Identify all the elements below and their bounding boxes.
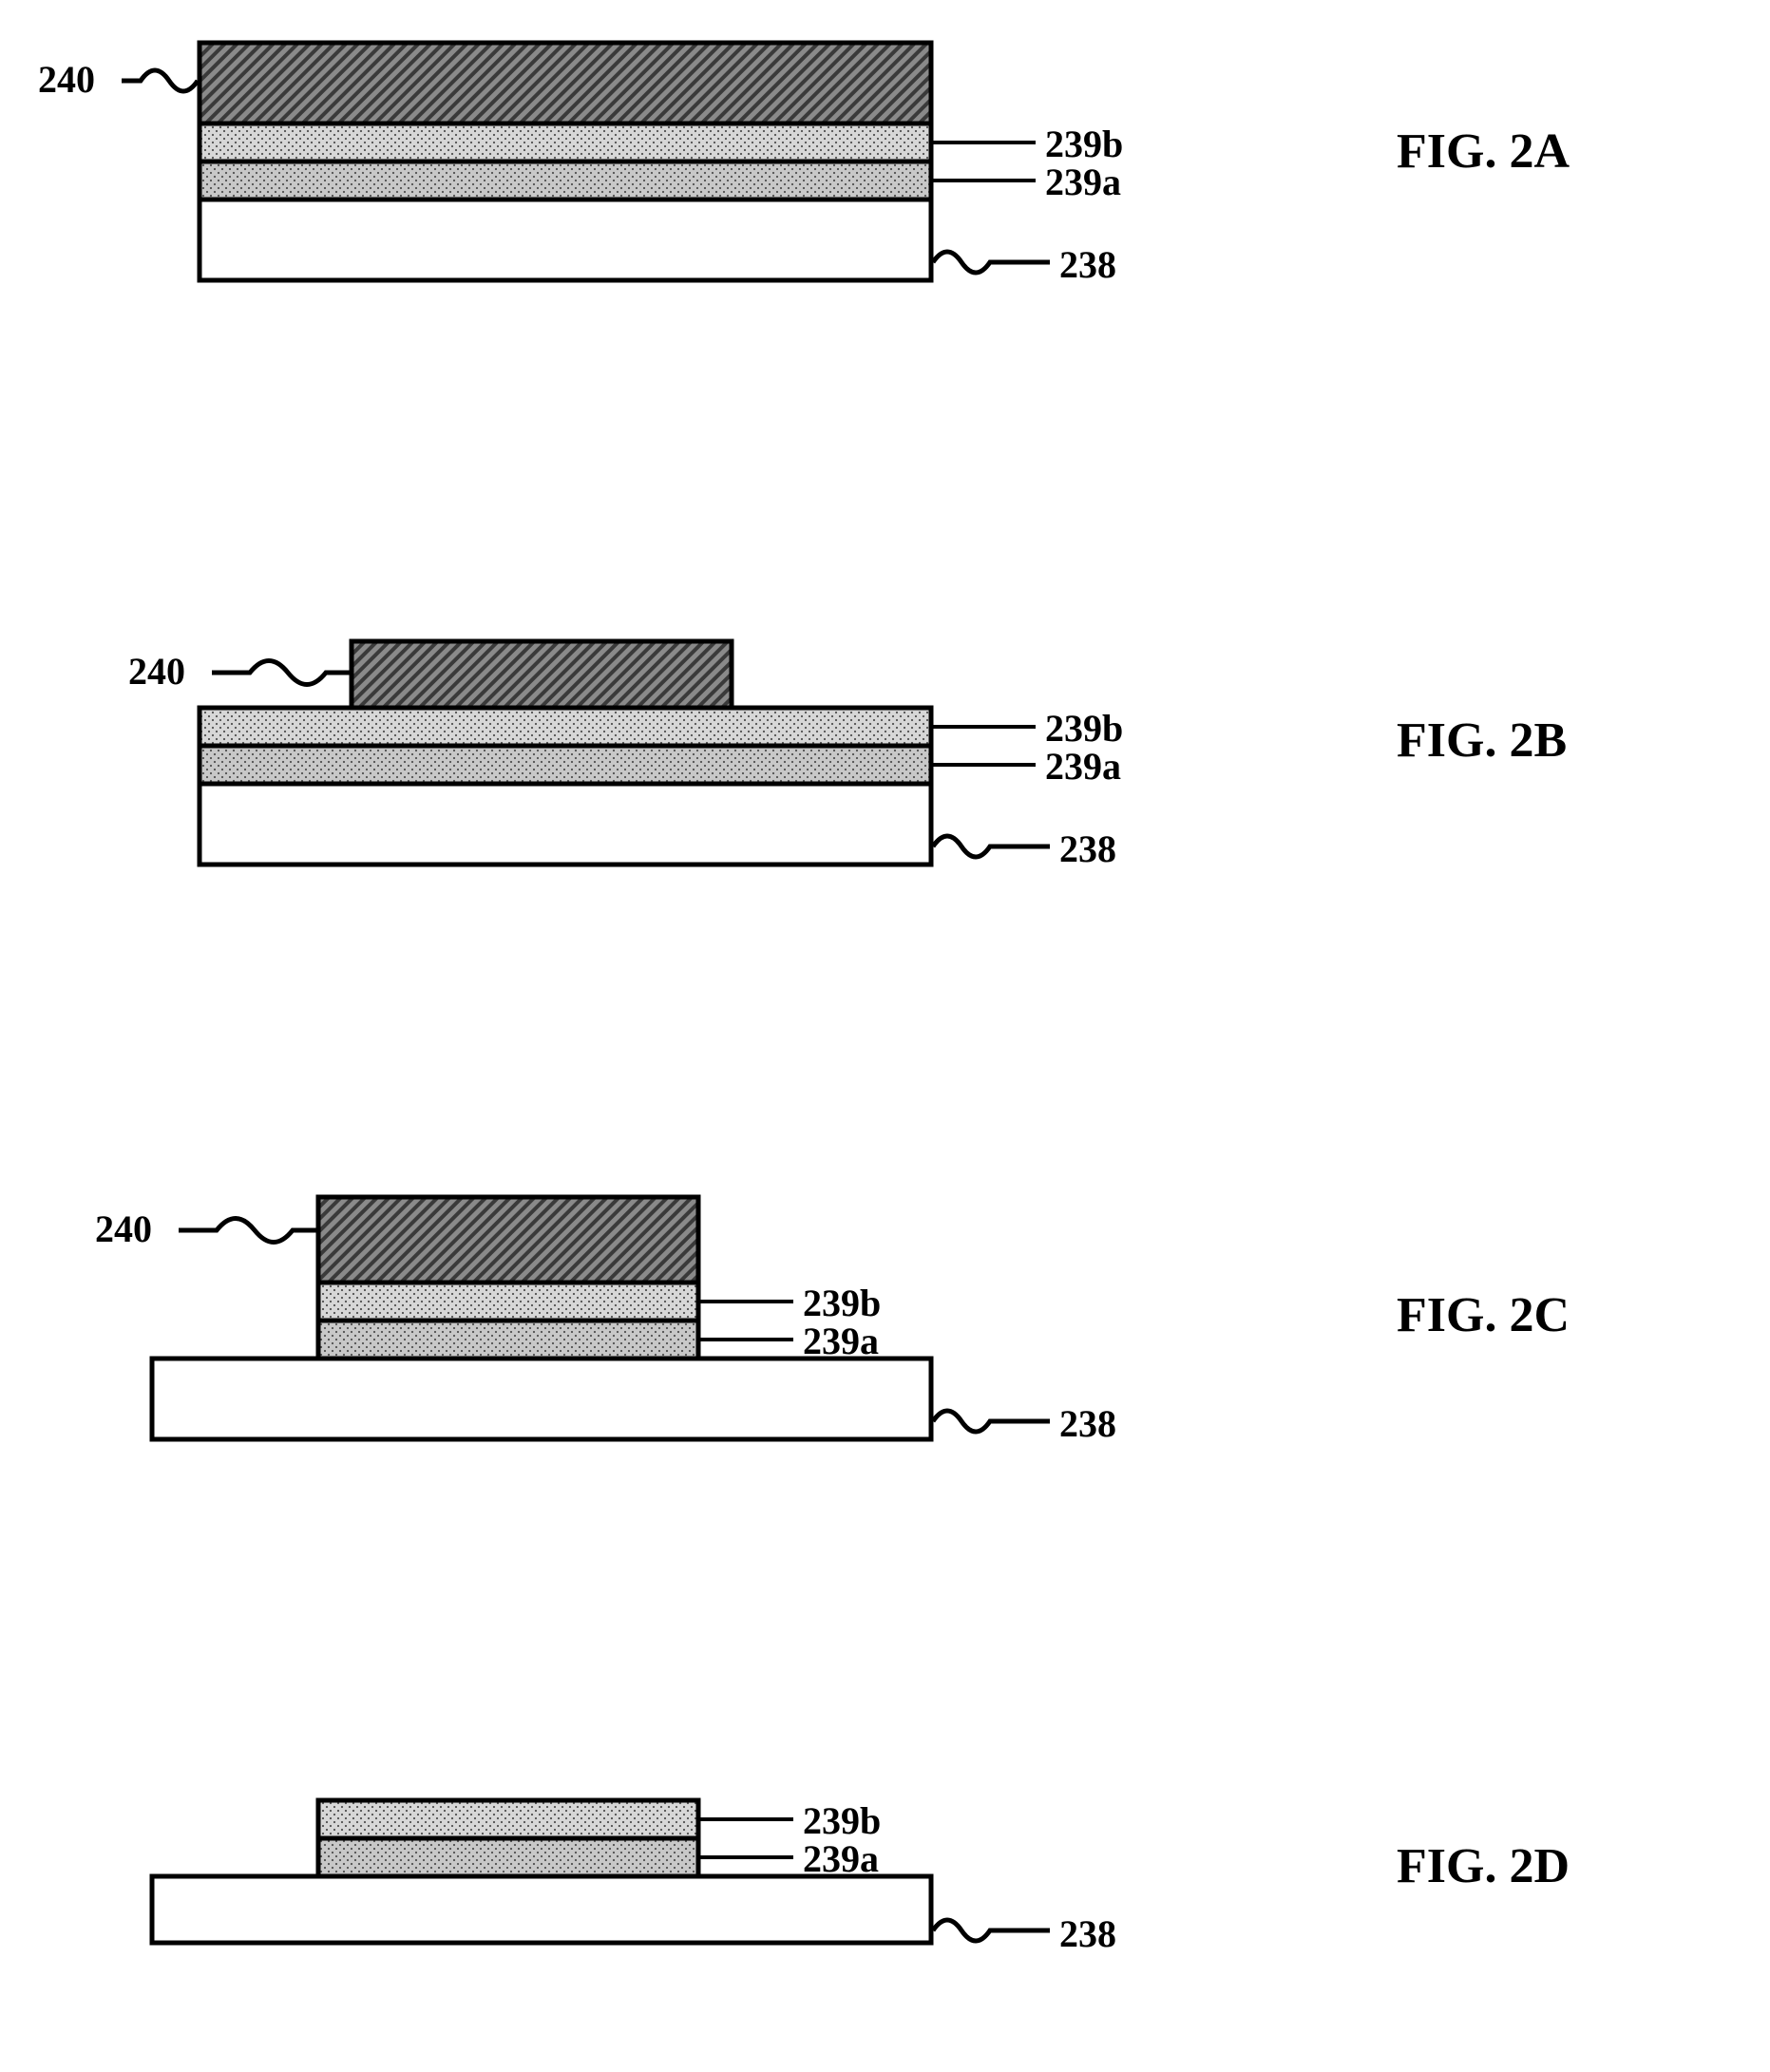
fig-d-substrate-238 bbox=[152, 1876, 931, 1943]
lead-238-b bbox=[933, 836, 1050, 857]
fig-a-layer-240 bbox=[200, 43, 931, 124]
fig-d-layer-239b bbox=[318, 1800, 698, 1838]
label-238-c: 238 bbox=[1059, 1401, 1116, 1446]
lead-240-c bbox=[179, 1219, 316, 1243]
label-240-a: 240 bbox=[38, 57, 95, 102]
fig-b-layer-240 bbox=[352, 641, 732, 708]
figure-title-d: FIG. 2D bbox=[1397, 1838, 1570, 1894]
lead-240-b bbox=[212, 661, 350, 685]
figure-2B bbox=[200, 641, 1050, 865]
fig-c-layer-239b bbox=[318, 1283, 698, 1321]
label-238-b: 238 bbox=[1059, 827, 1116, 871]
fig-c-layer-239a bbox=[318, 1321, 698, 1359]
figure-title-c: FIG. 2C bbox=[1397, 1287, 1570, 1343]
lead-238-c bbox=[933, 1411, 1050, 1432]
lead-240-a bbox=[122, 70, 198, 91]
fig-c-substrate-238 bbox=[152, 1359, 931, 1439]
figure-2D bbox=[152, 1800, 1050, 1943]
diagram-svg bbox=[0, 0, 1770, 2072]
fig-d-layer-239a bbox=[318, 1838, 698, 1876]
fig-a-layer-239b bbox=[200, 124, 931, 162]
lead-238-a bbox=[933, 252, 1050, 273]
label-239a-a: 239a bbox=[1045, 160, 1121, 204]
lead-238-d bbox=[933, 1920, 1050, 1941]
page: 240 239b 239a 238 FIG. 2A 240 239b 239a … bbox=[0, 0, 1770, 2072]
fig-c-layer-240 bbox=[318, 1197, 698, 1283]
label-239a-b: 239a bbox=[1045, 744, 1121, 789]
label-238-a: 238 bbox=[1059, 242, 1116, 287]
figure-title-b: FIG. 2B bbox=[1397, 713, 1567, 769]
label-239a-c: 239a bbox=[803, 1319, 879, 1363]
figure-2C bbox=[152, 1197, 1050, 1439]
fig-b-substrate-238 bbox=[200, 784, 931, 865]
fig-a-substrate-238 bbox=[200, 200, 931, 280]
fig-b-layer-239a bbox=[200, 746, 931, 784]
label-238-d: 238 bbox=[1059, 1911, 1116, 1956]
fig-a-layer-239a bbox=[200, 162, 931, 200]
label-240-b: 240 bbox=[128, 649, 185, 694]
label-239a-d: 239a bbox=[803, 1836, 879, 1881]
label-240-c: 240 bbox=[95, 1207, 152, 1251]
fig-b-layer-239b bbox=[200, 708, 931, 746]
figure-2A bbox=[122, 43, 1050, 280]
figure-title-a: FIG. 2A bbox=[1397, 124, 1570, 180]
